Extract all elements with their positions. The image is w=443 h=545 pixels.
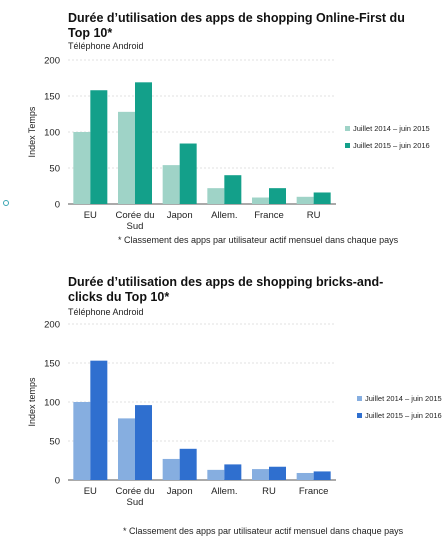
y-tick-label: 100 — [44, 398, 60, 409]
x-category-label: France — [299, 486, 329, 497]
chart-subtitle: Téléphone Android — [68, 307, 144, 317]
bricks-clicks-chart-panel: Durée d’utilisation des apps de shopping… — [0, 272, 443, 545]
chart-title: Durée d’utilisation des apps de shopping… — [68, 11, 405, 40]
bar — [224, 175, 242, 204]
bar — [162, 458, 180, 480]
y-tick-label: 200 — [44, 320, 60, 331]
x-category-label: Japon — [167, 210, 193, 221]
y-tick-label: 150 — [44, 92, 60, 103]
y-tick-label: 100 — [44, 128, 60, 139]
legend-swatch — [345, 143, 350, 148]
y-tick-label: 50 — [49, 437, 60, 448]
legend-swatch — [345, 126, 350, 131]
bar — [296, 472, 314, 480]
y-axis-label: Index temps — [27, 377, 37, 427]
bar — [313, 471, 331, 480]
bar — [269, 188, 286, 204]
x-category-label: RU — [262, 486, 276, 497]
bar — [73, 402, 91, 480]
bar — [269, 466, 286, 480]
y-tick-label: 0 — [55, 476, 60, 487]
circle-marker-icon — [3, 200, 9, 206]
legend-label: Juillet 2014 – juin 2015 — [365, 394, 442, 403]
bar — [252, 197, 269, 204]
x-category-label: Sud — [127, 497, 144, 508]
bar — [252, 469, 269, 480]
y-tick-label: 200 — [44, 56, 60, 67]
y-tick-label: 0 — [55, 200, 60, 211]
bar — [118, 418, 135, 480]
legend-label: Juillet 2014 – juin 2015 — [353, 124, 430, 133]
x-category-label: Corée du — [115, 210, 154, 221]
legend-label: Juillet 2015 – juin 2016 — [365, 411, 442, 420]
x-category-label: Corée du — [115, 486, 154, 497]
legend-swatch — [357, 413, 362, 418]
chart-footnote: * Classement des apps par utilisateur ac… — [123, 526, 404, 536]
online-first-chart-panel: Durée d’utilisation des apps de shopping… — [0, 0, 443, 265]
x-category-label: Allem. — [211, 210, 237, 221]
bar — [135, 405, 152, 480]
x-category-label: Sud — [127, 221, 144, 232]
bar — [296, 196, 314, 204]
bar — [90, 90, 108, 204]
bar — [179, 448, 197, 480]
bar — [135, 82, 152, 204]
bar — [118, 111, 135, 204]
y-tick-label: 150 — [44, 359, 60, 370]
bar — [90, 360, 108, 480]
legend-swatch — [357, 396, 362, 401]
x-category-label: RU — [307, 210, 321, 221]
x-category-label: EU — [84, 486, 97, 497]
legend-label: Juillet 2015 – juin 2016 — [353, 141, 430, 150]
bar — [207, 469, 225, 480]
chart-subtitle: Téléphone Android — [68, 41, 144, 51]
bar — [313, 192, 331, 204]
bar — [179, 143, 197, 204]
chart-title: Durée d’utilisation des apps de shopping… — [68, 275, 384, 304]
x-category-label: Japon — [167, 486, 193, 497]
chart-footnote: * Classement des apps par utilisateur ac… — [118, 235, 399, 245]
bar — [224, 464, 242, 480]
bar — [162, 165, 180, 204]
y-axis-label: Index Temps — [27, 106, 37, 157]
x-category-label: France — [254, 210, 284, 221]
bar — [73, 132, 91, 204]
bar — [207, 188, 225, 204]
x-category-label: Allem. — [211, 486, 237, 497]
y-tick-label: 50 — [49, 164, 60, 175]
x-category-label: EU — [84, 210, 97, 221]
